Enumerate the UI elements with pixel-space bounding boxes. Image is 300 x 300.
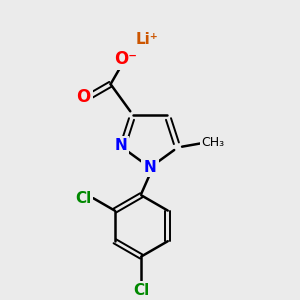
Text: Li⁺: Li⁺: [136, 32, 159, 47]
Text: Cl: Cl: [133, 283, 149, 298]
Text: CH₃: CH₃: [202, 136, 225, 149]
Text: Cl: Cl: [75, 191, 91, 206]
Text: N: N: [144, 160, 156, 175]
Text: O⁻: O⁻: [114, 50, 137, 68]
Text: O: O: [76, 88, 91, 106]
Text: N: N: [114, 139, 127, 154]
